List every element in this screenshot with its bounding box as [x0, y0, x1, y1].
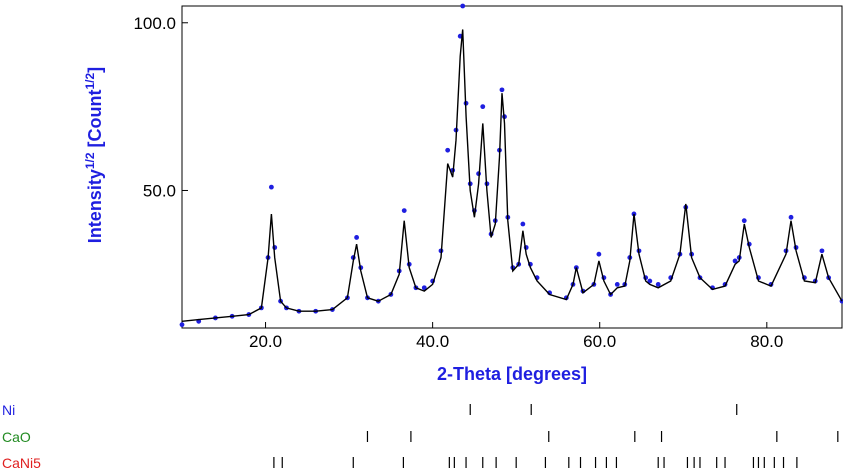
observed-point [655, 281, 661, 287]
x-tick-label: 60.0 [583, 332, 616, 351]
phase-reflection-markers: Ni CaO CaNi5 [2, 402, 839, 471]
observed-series [179, 3, 843, 328]
phase-label: CaO [2, 429, 31, 445]
observed-point [819, 248, 825, 254]
plot-frame [181, 5, 843, 329]
observed-point [788, 214, 794, 220]
y-tick-label: 50.0 [143, 181, 176, 200]
calculated-series [181, 29, 843, 322]
observed-point [614, 281, 620, 287]
phase-label: CaNi5 [2, 455, 41, 471]
x-tick-label: 40.0 [416, 332, 449, 351]
y-axis-label-sup2: 1/2 [83, 72, 97, 89]
x-axis-label: 2-Theta [degrees] [437, 364, 587, 384]
observed-point [179, 322, 185, 328]
x-tick-label: 20.0 [249, 332, 282, 351]
x-tick-label: 80.0 [750, 332, 783, 351]
observed-point [401, 208, 407, 214]
observed-point [647, 278, 653, 284]
y-tick-label: 100.0 [133, 14, 176, 33]
observed-point [421, 285, 427, 291]
observed-point [520, 221, 526, 227]
y-axis-label-prefix: Intensity [85, 169, 105, 243]
observed-point [732, 258, 738, 264]
observed-point [480, 104, 486, 110]
observed-point [445, 147, 451, 153]
observed-point [596, 251, 602, 257]
y-axis-ticks: 50.0 100.0 [133, 14, 188, 200]
y-axis-label-suffix: ] [85, 67, 105, 73]
y-axis-label-middle: [Count [85, 90, 105, 153]
y-axis-label: Intensity1/2 [Count1/2] [83, 67, 105, 243]
observed-point [741, 218, 747, 224]
observed-point [354, 235, 360, 240]
y-axis-label-sup1: 1/2 [83, 152, 97, 169]
observed-point [460, 3, 466, 9]
observed-point [268, 184, 274, 190]
plot-area: 50.0 100.0 20.0 40.0 60.0 80.0 [133, 3, 843, 351]
calculated-line [181, 29, 843, 322]
x-axis-ticks: 20.0 40.0 60.0 80.0 [249, 322, 783, 351]
observed-point [499, 87, 505, 93]
phase-label: Ni [2, 402, 15, 418]
